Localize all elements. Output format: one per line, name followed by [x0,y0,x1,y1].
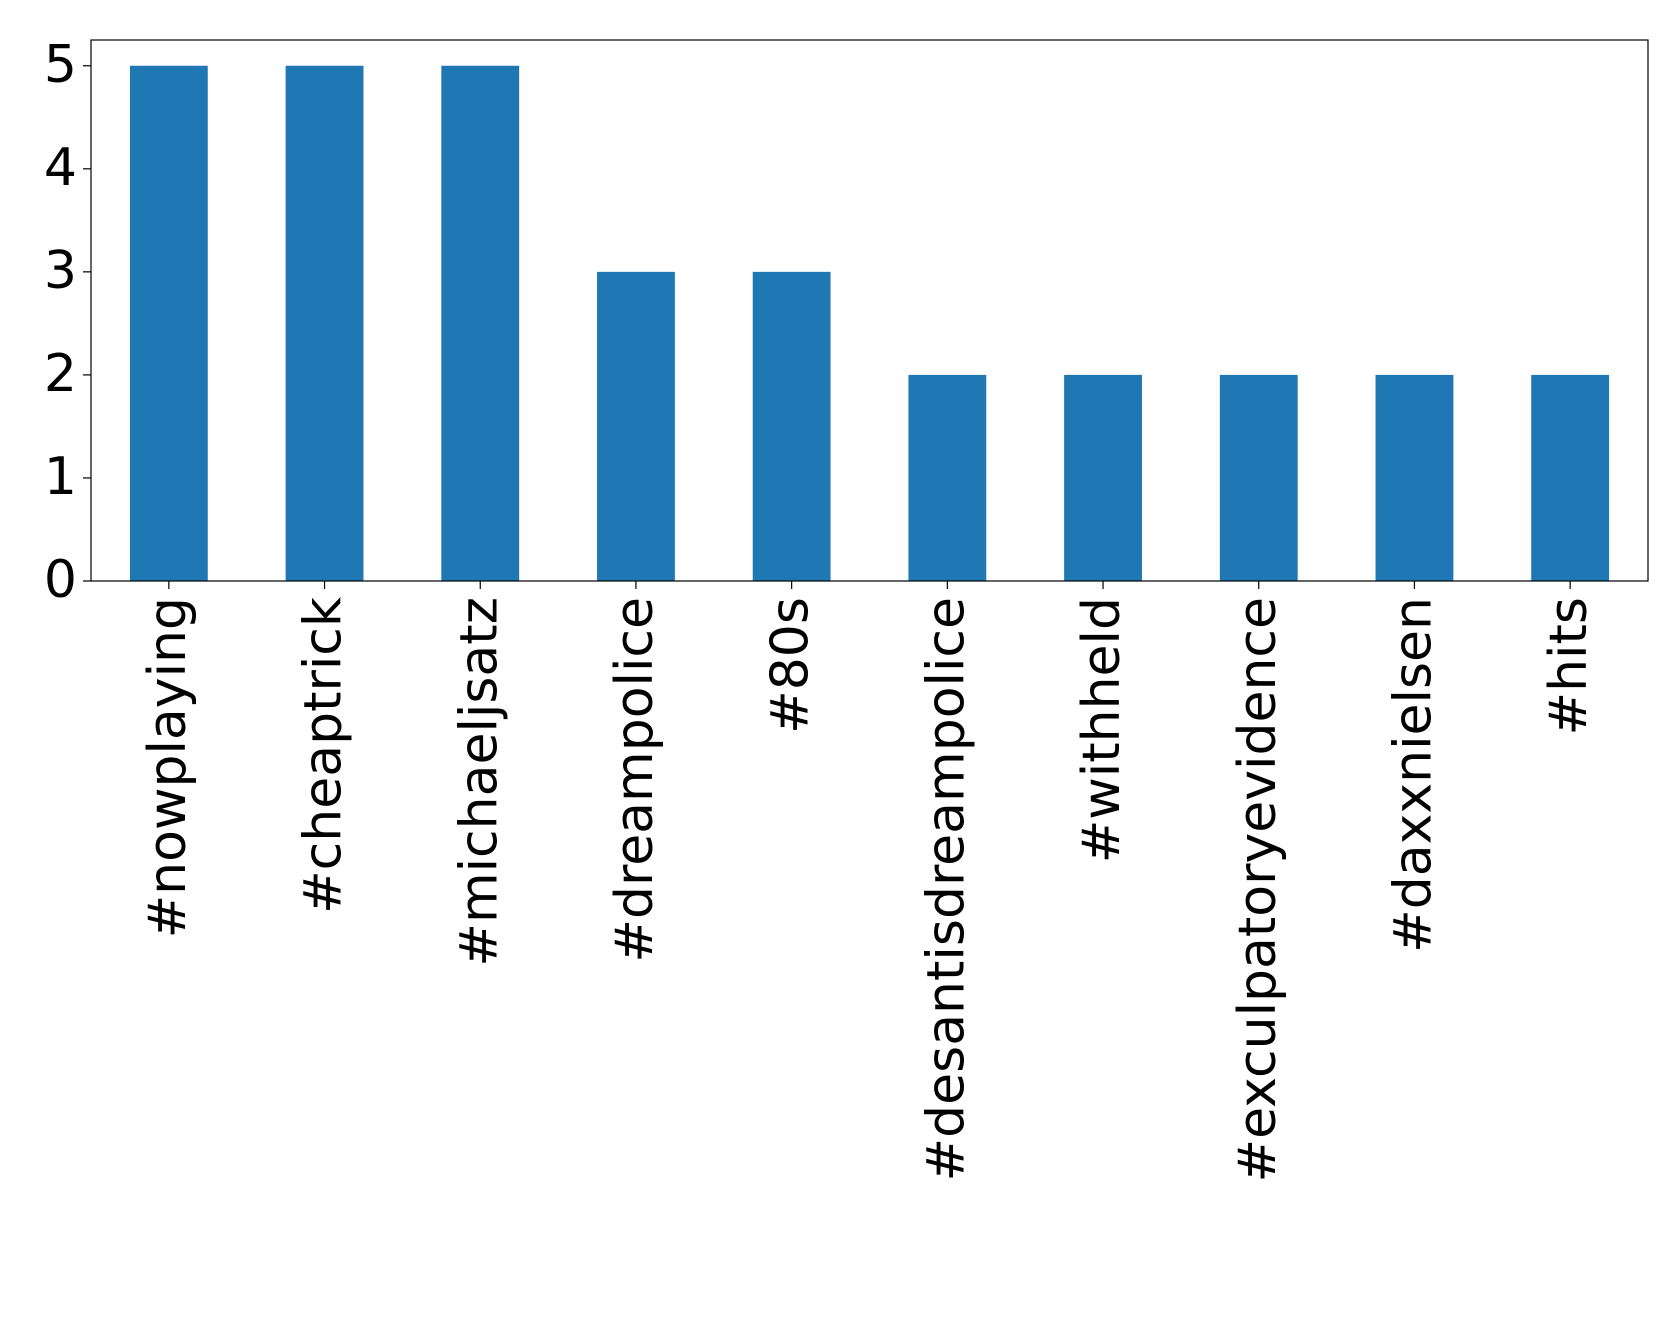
x-tick-label: #cheaptrick [294,597,354,914]
plot-frame [90,39,1649,582]
bar [597,271,675,581]
bar [1064,374,1142,581]
bar [1219,374,1298,581]
bar [908,374,987,581]
x-tick-label: #dreampolice [605,597,665,963]
x-tick-label: #michaeljsatz [449,597,509,967]
bar [441,65,520,581]
x-tick-label: #withheld [1072,597,1132,863]
y-tick-label: 4 [44,138,77,198]
y-tick-label: 5 [44,35,77,95]
x-tick-label: #80s [761,597,821,734]
y-tick-label: 2 [44,344,77,404]
bar [1531,374,1610,581]
x-tick-label: #nowplaying [138,597,198,938]
x-tick-label: #hits [1539,597,1599,735]
x-tick-label: #desantisdreampolice [916,597,976,1181]
bar [752,271,831,581]
bar [285,65,364,581]
y-tick-label: 3 [44,241,77,301]
bar [1375,374,1454,581]
y-tick-label: 0 [44,550,77,610]
x-tick-label: #daxxnielsen [1383,597,1443,953]
bar [129,65,208,581]
x-tick-label: #exculpatoryevidence [1228,597,1288,1182]
y-tick-label: 1 [44,447,77,507]
